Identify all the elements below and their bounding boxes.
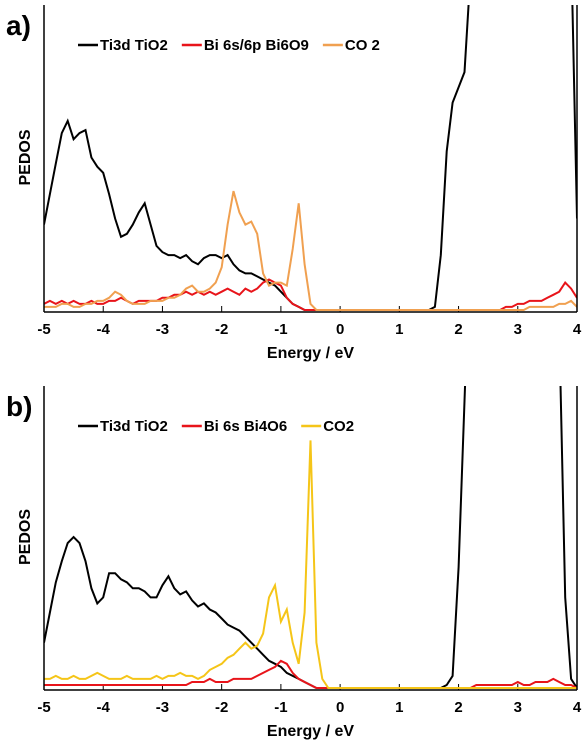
x-tick-label: -2 bbox=[215, 321, 228, 338]
x-tick-label: 2 bbox=[454, 699, 462, 716]
x-tick-label: 0 bbox=[336, 321, 344, 338]
legend-label: CO2 bbox=[323, 418, 354, 435]
series-line bbox=[44, 278, 577, 311]
y-axis-label: PEDOS bbox=[17, 509, 34, 565]
panel-label: b) bbox=[6, 391, 32, 422]
series-line bbox=[44, 659, 577, 689]
legend-label: Ti3d TiO2 bbox=[100, 37, 168, 54]
series-group bbox=[44, 5, 577, 311]
y-axis-label: PEDOS bbox=[17, 129, 34, 185]
legend-label: Bi 6s/6p Bi6O9 bbox=[204, 37, 309, 54]
series-line bbox=[44, 190, 577, 311]
x-axis-label: Energy / eV bbox=[267, 345, 354, 362]
x-axis-label: Energy / eV bbox=[267, 723, 354, 740]
x-tick-label: 1 bbox=[395, 321, 403, 338]
x-tick-label: 2 bbox=[454, 321, 462, 338]
x-tick-label: -4 bbox=[97, 321, 111, 338]
series-group bbox=[44, 386, 577, 689]
panel: b) PEDOS Energy / eV -5 -4 -3 -2 -1 0 1 2 3 4 Ti3d Ti… bbox=[6, 386, 582, 740]
x-tick-label: -2 bbox=[215, 699, 228, 716]
x-tick-label: -1 bbox=[274, 699, 287, 716]
x-tick-label: 3 bbox=[514, 699, 522, 716]
legend-label: CO 2 bbox=[345, 37, 380, 54]
x-tick-label: 4 bbox=[573, 321, 582, 338]
x-tick-label: -3 bbox=[156, 699, 169, 716]
x-tick-label: 0 bbox=[336, 699, 344, 716]
panel-label: a) bbox=[6, 10, 31, 41]
x-tick-label: -1 bbox=[274, 321, 287, 338]
panel: a) PEDOS Energy / eV -5 -4 -3 -2 -1 0 1 2 3 4 Ti3d Ti… bbox=[6, 5, 582, 362]
x-tick-label: -5 bbox=[37, 699, 50, 716]
x-tick-label: -4 bbox=[97, 699, 111, 716]
legend-label: Bi 6s Bi4O6 bbox=[204, 418, 287, 435]
series-line bbox=[44, 440, 577, 689]
x-tick-label: 4 bbox=[573, 699, 582, 716]
legend-label: Ti3d TiO2 bbox=[100, 418, 168, 435]
x-tick-label: -5 bbox=[37, 321, 50, 338]
x-tick-label: 3 bbox=[514, 321, 522, 338]
x-tick-label: -3 bbox=[156, 321, 169, 338]
x-tick-label: 1 bbox=[395, 699, 403, 716]
